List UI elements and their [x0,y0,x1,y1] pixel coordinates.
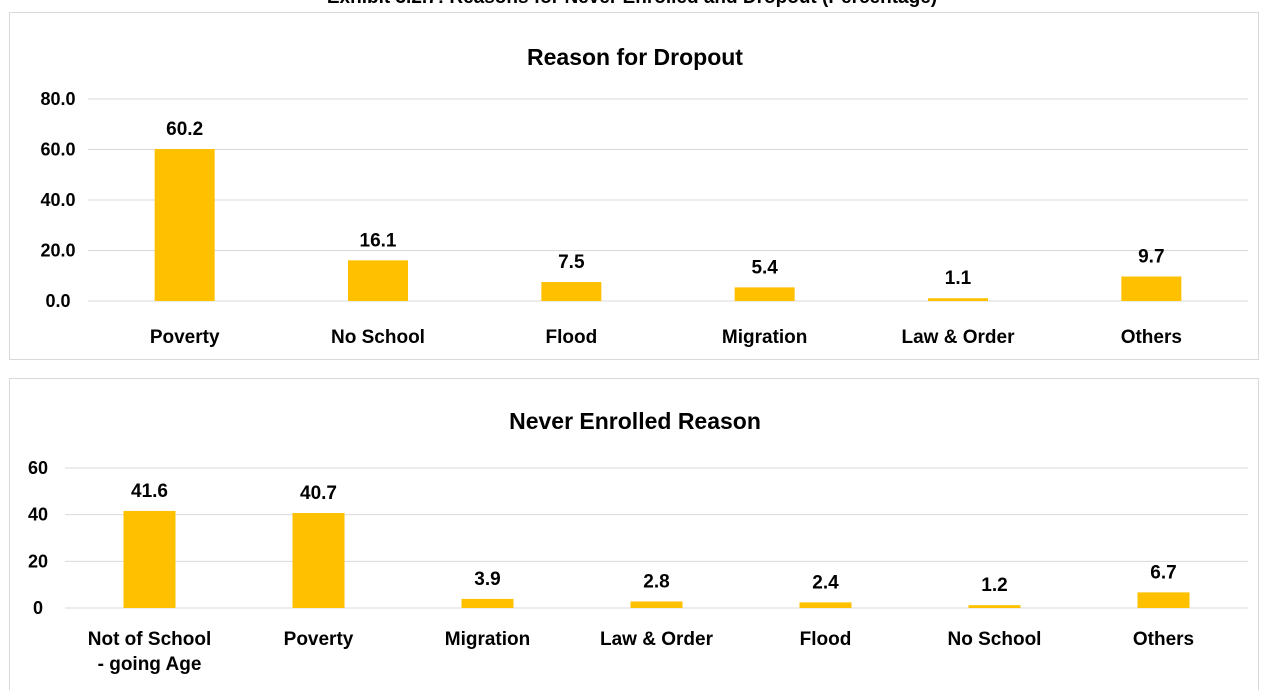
never-enrolled-data-label: 41.6 [131,481,168,502]
dropout-chart-panel: Reason for Dropout 0.0 20.0 40.0 60.0 80.0 60.… [9,12,1259,360]
never-enrolled-bar [968,605,1021,608]
dropout-category-label: No School [331,327,425,348]
dropout-bar [154,148,215,301]
dropout-bar [541,282,602,301]
never-enrolled-category-label: Poverty [284,629,354,650]
never-enrolled-category-label: Law & Order [600,629,714,650]
dropout-category-label: Poverty [150,327,220,348]
dropout-category-label: Flood [545,327,597,348]
never-enrolled-category-label: Migration [445,629,531,650]
dropout-chart-title: Reason for Dropout [527,44,743,70]
never-enrolled-category-label: Not of School - going Age [88,629,211,675]
never-enrolled-data-label: 1.2 [981,575,1007,596]
dropout-y-tick-label: 0.0 [45,291,70,311]
never-enrolled-y-tick-label: 40 [28,505,48,525]
dropout-bar [734,287,795,301]
never-enrolled-category-label: Others [1133,629,1194,650]
never-enrolled-data-label: 40.7 [300,483,337,504]
never-enrolled-chart-panel: Never Enrolled Reason 0 20 40 60 41.6 Not of S… [9,378,1259,690]
never-enrolled-chart: Never Enrolled Reason 0 20 40 60 41.6 Not of S… [28,408,1248,675]
never-enrolled-bar [799,602,852,608]
never-enrolled-bar [461,598,514,608]
never-enrolled-data-label: 2.4 [812,572,839,593]
never-enrolled-y-tick-label: 60 [28,458,48,478]
never-enrolled-bar [292,513,345,608]
dropout-y-tick-label: 60.0 [40,140,75,160]
exhibit-title: Exhibit 3.2.7: Reasons for Never Enrolle… [0,0,1264,9]
dropout-data-label: 60.2 [166,119,203,140]
never-enrolled-data-label: 3.9 [474,569,500,590]
dropout-bar [928,298,988,301]
never-enrolled-y-tick-label: 20 [28,551,48,571]
never-enrolled-data-label: 2.8 [643,571,669,592]
dropout-data-label: 7.5 [558,252,585,273]
never-enrolled-bar [123,510,176,608]
dropout-bar [348,260,408,301]
dropout-y-tick-label: 40.0 [40,190,75,210]
dropout-category-label: Law & Order [902,327,1016,348]
dropout-bar [1121,276,1182,301]
dropout-data-label: 1.1 [945,268,972,289]
never-enrolled-bar [630,601,683,608]
dropout-data-label: 16.1 [360,230,397,251]
never-enrolled-y-tick-label: 0 [33,598,43,618]
never-enrolled-chart-title: Never Enrolled Reason [509,408,761,434]
dropout-y-tick-label: 80.0 [40,89,75,109]
dropout-y-tick-label: 20.0 [40,241,75,261]
never-enrolled-data-label: 6.7 [1150,562,1176,583]
never-enrolled-category-label: No School [948,629,1042,650]
dropout-chart: Reason for Dropout 0.0 20.0 40.0 60.0 80.0 60.… [40,44,1248,348]
dropout-data-label: 5.4 [751,257,778,278]
dropout-category-label: Others [1121,327,1182,348]
never-enrolled-bar [1137,592,1190,608]
dropout-category-label: Migration [722,327,808,348]
dropout-data-label: 9.7 [1138,247,1164,268]
never-enrolled-category-label: Flood [800,629,852,650]
